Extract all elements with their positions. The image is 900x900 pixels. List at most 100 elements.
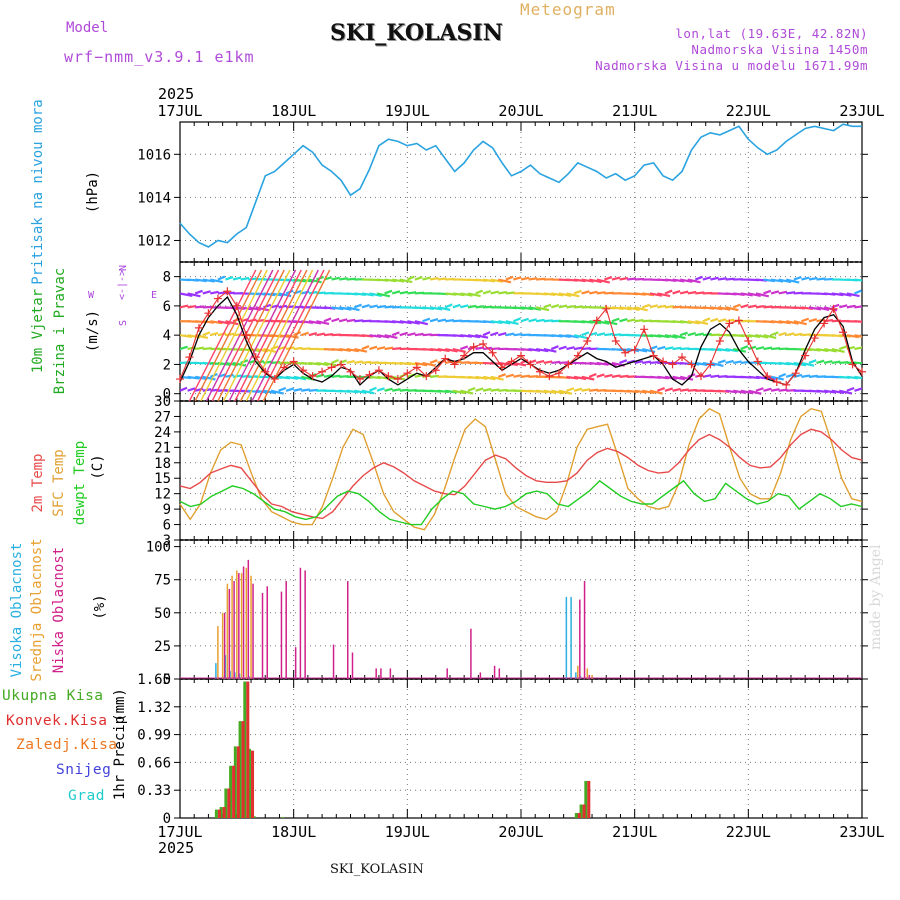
wind-arrow xyxy=(445,347,458,353)
wind-arrow xyxy=(846,334,860,339)
wind-arrow xyxy=(687,332,696,337)
wind-gust-marker xyxy=(346,367,355,376)
wind-arrow xyxy=(695,320,709,325)
wind-arrow xyxy=(346,359,355,365)
wind-arrow xyxy=(785,373,795,378)
wind-arrow xyxy=(566,292,580,298)
wind-arrow xyxy=(444,360,454,365)
wind-arrow xyxy=(414,275,423,281)
wind-arrow xyxy=(528,306,542,311)
wind-arrow xyxy=(437,318,447,323)
wind-arrow xyxy=(202,331,211,337)
wind-arrow xyxy=(180,345,188,351)
wind-arrow xyxy=(861,389,862,391)
wind-arrow xyxy=(391,331,400,337)
wind-gust-marker xyxy=(564,360,573,369)
wind-arrow xyxy=(634,360,644,365)
wind-gust-marker xyxy=(848,360,857,369)
wind-arrow xyxy=(770,388,780,392)
wind-gust-marker xyxy=(659,357,668,366)
wind-arrow xyxy=(801,361,815,367)
y-tick-label: 4 xyxy=(163,328,171,344)
wind-arrow xyxy=(535,318,545,323)
wind-gust-marker xyxy=(592,316,601,325)
temp2m-axis-title: 2m Temp xyxy=(30,453,46,512)
wind-arrow xyxy=(187,292,201,298)
wind-arrow xyxy=(831,360,841,365)
wind-arrow xyxy=(194,289,203,295)
x-tick-label-top: 17JUL xyxy=(157,102,202,120)
wind-arrow xyxy=(573,387,583,392)
wind-arrow xyxy=(808,359,817,364)
model-version: wrf−nmm_v3.9.1 e1km xyxy=(64,48,255,66)
wind-arrow xyxy=(657,345,666,351)
wind-gust-marker xyxy=(526,360,535,369)
station-title: SKI_KOLASIN xyxy=(330,20,503,46)
wind-gust-marker xyxy=(299,366,308,375)
wind-arrow xyxy=(354,389,367,394)
wind-arrow xyxy=(460,304,469,309)
wind-arrow xyxy=(232,276,242,281)
wind-arrow xyxy=(323,361,337,367)
wind-arrow xyxy=(649,292,663,297)
wind-arrow xyxy=(558,304,568,309)
pressure-unit: (hPa) xyxy=(85,171,101,213)
wind-gust-marker xyxy=(763,372,772,381)
wind-arrow xyxy=(399,331,408,337)
wind-arrow xyxy=(695,291,705,295)
wind-gust-streak xyxy=(200,269,268,401)
y-tick-label: 75 xyxy=(154,573,171,589)
wind-arrow xyxy=(285,387,295,392)
wind-gust-marker xyxy=(791,369,800,378)
wind-arrow xyxy=(361,345,370,351)
wind-arrow xyxy=(664,305,675,309)
wind-arrow xyxy=(422,317,431,323)
compass-south: S xyxy=(118,320,129,326)
wind-arrow xyxy=(550,304,560,309)
wind-gust-marker xyxy=(204,309,213,318)
wind-arrow xyxy=(816,306,830,311)
wind-arrow xyxy=(740,304,749,309)
wind-arrow xyxy=(755,292,770,298)
wind-arrow xyxy=(687,278,701,284)
wind-arrow xyxy=(589,320,602,325)
wind-arrow xyxy=(642,360,652,365)
wind-arrow xyxy=(285,375,299,380)
wind-arrow xyxy=(664,375,678,380)
x-tick-label-top: 19JUL xyxy=(385,102,430,120)
wind-arrow xyxy=(596,278,611,284)
wind-arrow xyxy=(338,318,348,323)
wind-arrow xyxy=(429,306,443,311)
wind-arrow xyxy=(535,306,550,312)
wind-arrow xyxy=(687,290,697,295)
wind-arrow xyxy=(323,374,333,378)
wind-arrow xyxy=(217,332,227,337)
wind-arrow xyxy=(679,278,693,283)
wind-arrow xyxy=(679,388,689,392)
wind-gust-marker xyxy=(507,357,516,366)
wind-arrow xyxy=(573,289,582,295)
wind-arrow xyxy=(732,389,746,394)
y-tick-label: 0 xyxy=(163,672,171,688)
wind-arrow xyxy=(331,358,339,364)
wind-arrow xyxy=(255,306,270,312)
temp2m-line xyxy=(179,428,863,520)
wind-arrow xyxy=(823,360,833,365)
wind-gust-marker xyxy=(687,360,696,369)
wind-arrow xyxy=(414,361,428,367)
wind-gust-streak xyxy=(217,269,285,401)
wind-arrow xyxy=(513,276,522,281)
sfctemp-axis-title: SFC Temp xyxy=(51,449,67,516)
wind-arrow xyxy=(513,317,521,323)
wind-arrow xyxy=(566,334,579,339)
wind-arrow xyxy=(498,290,508,295)
wind-arrow xyxy=(293,387,303,392)
x-tick-label-top: 20JUL xyxy=(498,102,543,120)
wind-arrow xyxy=(490,388,500,392)
wind-arrow xyxy=(308,332,318,337)
wind-arrow xyxy=(793,320,807,326)
wind-arrow xyxy=(429,359,438,364)
compass-arrows: <-|-> xyxy=(117,270,128,300)
wind-gust-marker xyxy=(232,301,241,310)
wind-arrow xyxy=(361,292,374,297)
